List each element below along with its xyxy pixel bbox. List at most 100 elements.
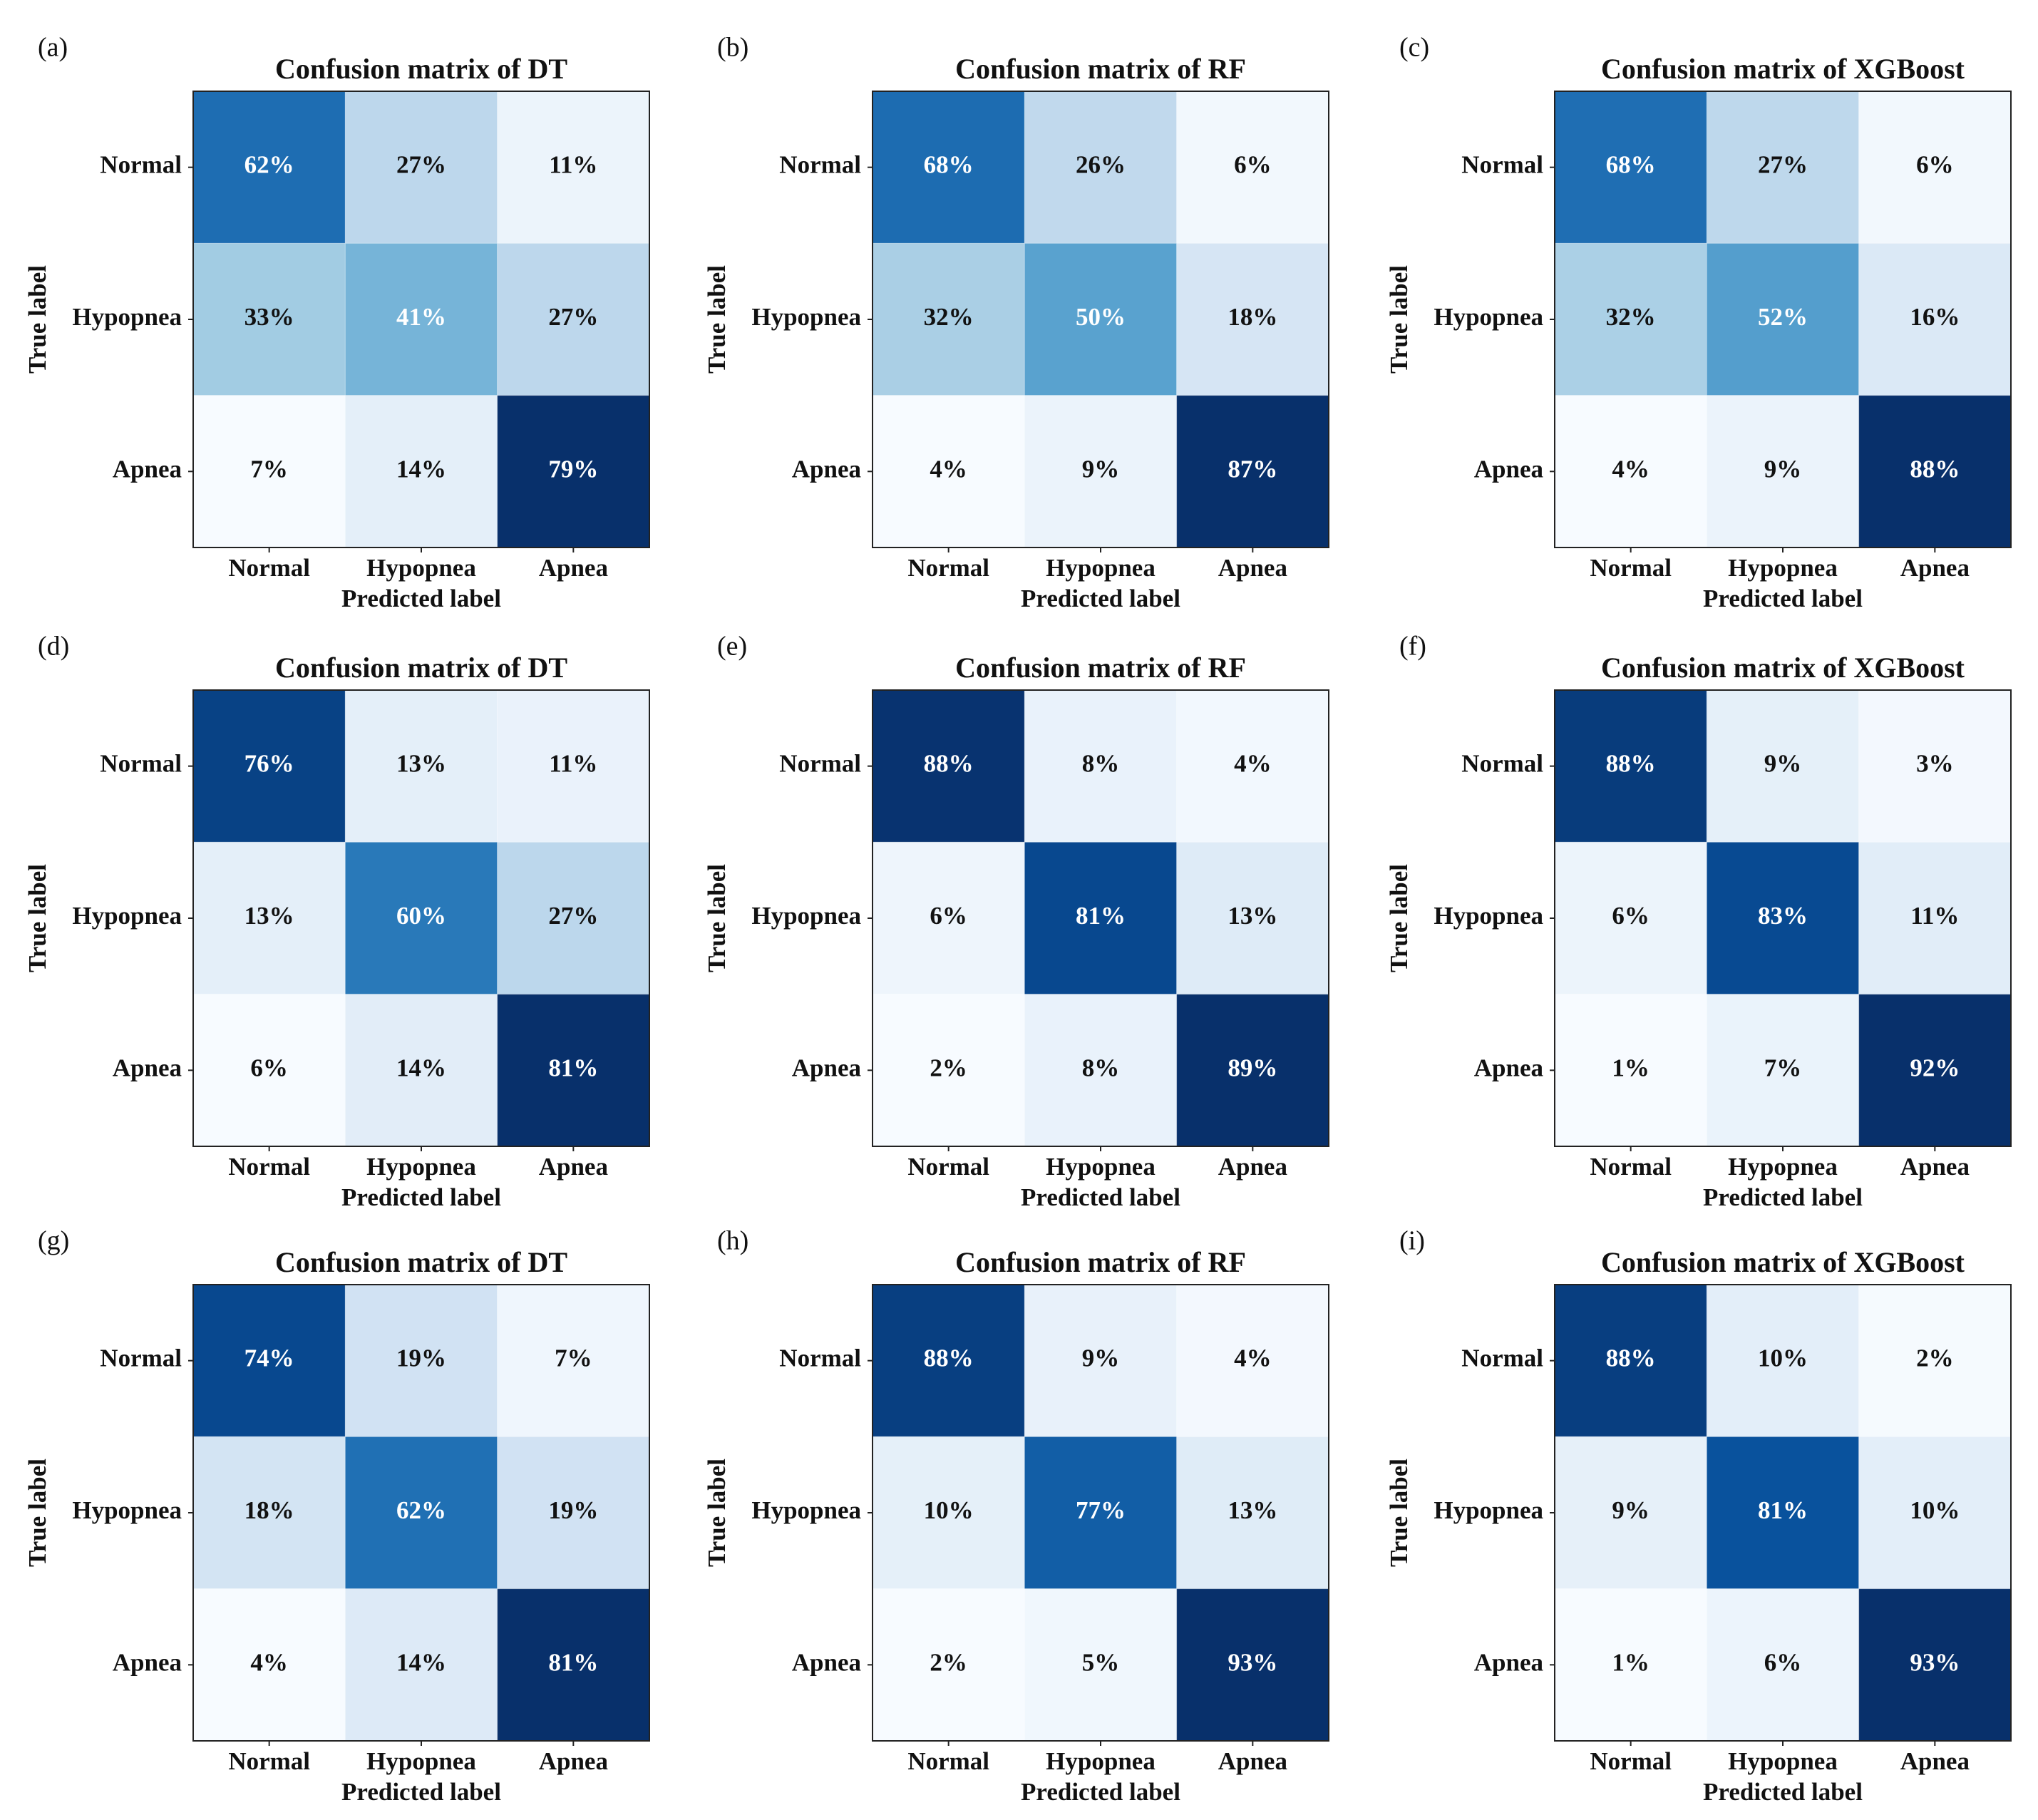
panel-label: (i)	[1399, 1226, 1425, 1256]
chart-title: Confusion matrix of XGBoost	[1601, 53, 1965, 85]
cell-label: 87%	[1228, 455, 1277, 483]
chart-title: Confusion matrix of XGBoost	[1601, 1246, 1965, 1278]
x-tick-label: Normal	[1590, 1747, 1672, 1775]
y-tick-label: Apnea	[113, 1648, 182, 1676]
cell-label: 1%	[1612, 1648, 1650, 1676]
cell-label: 27%	[1758, 151, 1808, 179]
x-tick-label: Apnea	[1900, 1153, 1970, 1181]
cell-label: 89%	[1228, 1054, 1277, 1081]
cell-label: 74%	[245, 1345, 294, 1372]
cell-label: 8%	[1082, 750, 1120, 778]
heatmap-cell	[1554, 1588, 1707, 1742]
cell-label: 81%	[548, 1648, 598, 1676]
y-tick-label: Normal	[100, 750, 182, 778]
cell-label: 7%	[1764, 1054, 1802, 1081]
x-axis-label: Predicted label	[1021, 585, 1180, 612]
heatmap-cell	[1858, 841, 2012, 995]
heatmap-cell	[1554, 91, 1707, 244]
heatmap-cell	[1176, 91, 1329, 244]
y-tick-label: Apnea	[1474, 1648, 1543, 1676]
x-tick-label: Hypopnea	[1728, 1153, 1838, 1181]
panel-label: (c)	[1399, 33, 1429, 63]
y-tick-label: Normal	[1461, 1345, 1543, 1372]
cell-label: 6%	[250, 1054, 288, 1081]
heatmap-cell	[497, 1284, 650, 1437]
cell-label: 6%	[1916, 151, 1954, 179]
heatmap-cell	[1024, 395, 1178, 548]
heatmap-cell	[192, 1284, 346, 1437]
cell-label: 7%	[555, 1345, 592, 1372]
x-axis-label: Predicted label	[341, 1778, 501, 1806]
cell-label: 4%	[250, 1648, 288, 1676]
heatmap-cell	[192, 91, 346, 244]
cell-label: 41%	[396, 303, 446, 331]
y-axis-label: True label	[1385, 265, 1413, 374]
y-tick-label: Normal	[779, 750, 861, 778]
x-tick-label: Hypopnea	[1046, 1153, 1156, 1181]
cell-label: 32%	[1606, 303, 1656, 331]
cell-label: 4%	[1612, 455, 1650, 483]
heatmap-cell	[344, 395, 498, 548]
cell-label: 62%	[396, 1496, 446, 1524]
x-axis-label: Predicted label	[1703, 1778, 1863, 1806]
y-tick-label: Hypopnea	[1434, 1496, 1543, 1524]
cell-label: 1%	[1612, 1054, 1650, 1081]
heatmap-cell	[1858, 242, 2012, 396]
y-axis-label: True label	[1385, 1459, 1413, 1567]
heatmap-cell	[1706, 1284, 1860, 1437]
cell-label: 9%	[1612, 1496, 1650, 1524]
heatmap-cell	[344, 1284, 498, 1437]
cell-label: 7%	[250, 455, 288, 483]
y-tick-label: Apnea	[113, 455, 182, 483]
y-axis-label: True label	[703, 265, 731, 374]
cell-label: 27%	[396, 151, 446, 179]
panel-label: (h)	[717, 1226, 748, 1256]
cell-label: 10%	[924, 1496, 974, 1524]
x-axis-label: Predicted label	[1021, 1183, 1180, 1211]
y-tick-label: Apnea	[113, 1054, 182, 1081]
y-axis-label: True label	[1385, 864, 1413, 972]
y-tick-label: Normal	[1461, 151, 1543, 179]
chart-title: Confusion matrix of RF	[955, 652, 1246, 684]
x-axis-label: Predicted label	[1703, 585, 1863, 612]
heatmap-cell	[1858, 91, 2012, 244]
heatmap-cell	[192, 1436, 346, 1590]
cell-label: 14%	[396, 455, 446, 483]
x-tick-label: Apnea	[1218, 1747, 1287, 1775]
x-tick-label: Normal	[907, 1747, 989, 1775]
heatmap-cell	[344, 994, 498, 1147]
heatmap-cell	[1706, 1588, 1860, 1742]
cell-label: 13%	[245, 902, 294, 930]
heatmap-cell	[1024, 841, 1178, 995]
cell-label: 14%	[396, 1648, 446, 1676]
heatmap-cell	[1176, 841, 1329, 995]
heatmap-cell	[1554, 689, 1707, 843]
chart-title: Confusion matrix of DT	[275, 652, 567, 684]
cell-label: 3%	[1916, 750, 1954, 778]
chart-title: Confusion matrix of DT	[275, 53, 567, 85]
cell-label: 88%	[1910, 455, 1960, 483]
cell-label: 93%	[1228, 1648, 1277, 1676]
y-tick-label: Normal	[100, 1345, 182, 1372]
cell-label: 92%	[1910, 1054, 1960, 1081]
cell-label: 11%	[1910, 902, 1959, 930]
cell-label: 88%	[1606, 1345, 1656, 1372]
x-tick-label: Hypopnea	[1046, 554, 1156, 582]
cell-label: 6%	[1764, 1648, 1802, 1676]
heatmap-cell	[1706, 1436, 1860, 1590]
heatmap-cell	[1554, 395, 1707, 548]
cell-label: 33%	[245, 303, 294, 331]
heatmap-cell	[192, 841, 346, 995]
cell-label: 8%	[1082, 1054, 1120, 1081]
x-axis-label: Predicted label	[1021, 1778, 1180, 1806]
heatmap-cell	[497, 841, 650, 995]
heatmap-cell	[1554, 242, 1707, 396]
heatmap-cell	[344, 242, 498, 396]
x-tick-label: Apnea	[539, 1747, 608, 1775]
y-axis-label: True label	[24, 864, 51, 972]
heatmap-cell	[1024, 994, 1178, 1147]
cell-label: 68%	[924, 151, 974, 179]
cell-label: 6%	[1612, 902, 1650, 930]
heatmap-cell	[192, 1588, 346, 1742]
y-tick-label: Hypopnea	[72, 902, 182, 930]
